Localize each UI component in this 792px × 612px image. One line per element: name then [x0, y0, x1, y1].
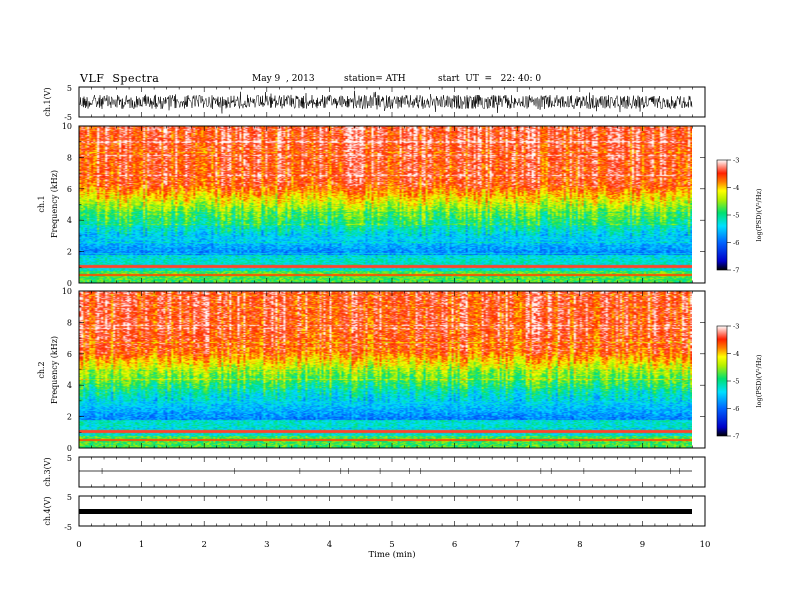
freq-tick-label: 4	[67, 216, 72, 225]
colorbar-tick-label: -3	[733, 323, 739, 331]
date-label: May 9 , 2013	[252, 74, 315, 84]
ch1-freq-ylabel: Frequency (kHz)	[50, 170, 59, 238]
ch2-freq-ylabel-ch: ch.2	[37, 361, 46, 378]
time-tick-label: 1	[139, 540, 144, 550]
colorbar-tick-label: -3	[733, 157, 739, 165]
ch4-ytick-neg5: -5	[64, 523, 72, 532]
colorbar-tick-label: -7	[733, 433, 739, 441]
freq-tick-label: 2	[67, 413, 72, 422]
time-tick-label: 7	[514, 540, 519, 550]
freq-tick-label: 10	[62, 122, 72, 131]
figure-title: VLF Spectra	[80, 72, 160, 85]
ch3-spikes	[101, 468, 680, 474]
ch1-ytick-5: 5	[67, 84, 72, 93]
ch1-colorbar-label: log(PSD)(V²/Hz)	[755, 188, 763, 241]
ch4-ytick-5: 5	[67, 493, 72, 502]
freq-tick-label: 6	[67, 185, 72, 194]
time-tick-label: 10	[700, 540, 711, 550]
ch1-trace	[78, 90, 693, 114]
ch1-colorbar-ticks: -3 -4 -5 -6 -7	[727, 157, 739, 275]
time-tick-label: 8	[577, 540, 582, 550]
ch2-freq-ylabel: Frequency (kHz)	[50, 336, 59, 404]
colorbar-tick-label: -6	[733, 405, 739, 413]
ch4-ylabel: ch.4(V)	[43, 496, 52, 525]
ch1-trace-path	[78, 90, 693, 114]
colorbar-tick-label: -5	[733, 212, 739, 220]
time-axis-ticks	[78, 87, 706, 526]
time-tick-label: 0	[76, 540, 81, 550]
ch4-waveform-panel: 5 -5 ch.4(V)	[43, 493, 706, 532]
time-axis-label: Time (min)	[368, 549, 415, 560]
freq-tick-label: 8	[67, 153, 72, 162]
colorbar-tick-label: -5	[733, 378, 739, 386]
time-tick-label: 5	[389, 540, 394, 550]
time-tick-label: 4	[327, 540, 332, 550]
colorbar-tick-label: -7	[733, 267, 739, 275]
ch2-spectrogram-panel: 0 2 4 6 8 10 ch.2 Frequency (kHz)	[37, 287, 706, 453]
ch1-spectrogram-panel: 0 2 4 6 8 10 ch.1 Frequency (kHz)	[37, 122, 706, 288]
ch1-spectrogram-image	[79, 126, 692, 283]
ch4-trace	[79, 509, 692, 514]
colorbar-tick-label: -4	[733, 184, 739, 192]
ch2-freq-ticks: 0 2 4 6 8 10	[62, 287, 705, 453]
ch2-colorbar-label: log(PSD)(V²/Hz)	[755, 354, 763, 407]
ch2-colorbar-ticks: -3 -4 -5 -6 -7	[727, 323, 739, 441]
freq-tick-label: 2	[67, 248, 72, 257]
ch1-ytick-neg5: -5	[64, 113, 72, 122]
time-tick-label: 6	[452, 540, 457, 550]
ch1-freq-ticks: 0 2 4 6 8 10	[62, 122, 705, 288]
ch1-freq-ylabel-ch: ch.1	[37, 195, 46, 212]
ch3-waveform-panel: 5 ch.3(V)	[43, 454, 706, 488]
start-time-label: start UT = 22: 40: 0	[438, 74, 542, 84]
ch1-colorbar: -3 -4 -5 -6 -7 log(PSD)(V²/Hz)	[716, 157, 763, 275]
ch2-colorbar: -3 -4 -5 -6 -7 log(PSD)(V²/Hz)	[716, 323, 763, 441]
freq-tick-label: 0	[67, 279, 72, 288]
freq-tick-label: 0	[67, 444, 72, 453]
time-tick-label: 9	[640, 540, 645, 550]
time-tick-label: 3	[264, 540, 269, 550]
station-label: station= ATH	[344, 74, 406, 84]
ch2-spectrogram-image	[79, 291, 692, 448]
freq-tick-label: 4	[67, 381, 72, 390]
freq-tick-label: 6	[67, 350, 72, 359]
colorbar-tick-label: -4	[733, 350, 739, 358]
time-tick-label: 2	[201, 540, 206, 550]
ch3-ytick-5: 5	[67, 454, 72, 463]
ch3-ylabel: ch.3(V)	[43, 457, 52, 486]
freq-tick-label: 8	[67, 318, 72, 327]
freq-tick-label: 10	[62, 287, 72, 296]
time-axis-labels: 0 1 2 3 4 5 6 7 8 9 10	[76, 540, 710, 550]
colorbar-tick-label: -6	[733, 239, 739, 247]
ch1-waveform-panel: 5 -5 ch.1(V)	[43, 84, 706, 122]
ch1-ylabel: ch.1(V)	[43, 87, 52, 116]
